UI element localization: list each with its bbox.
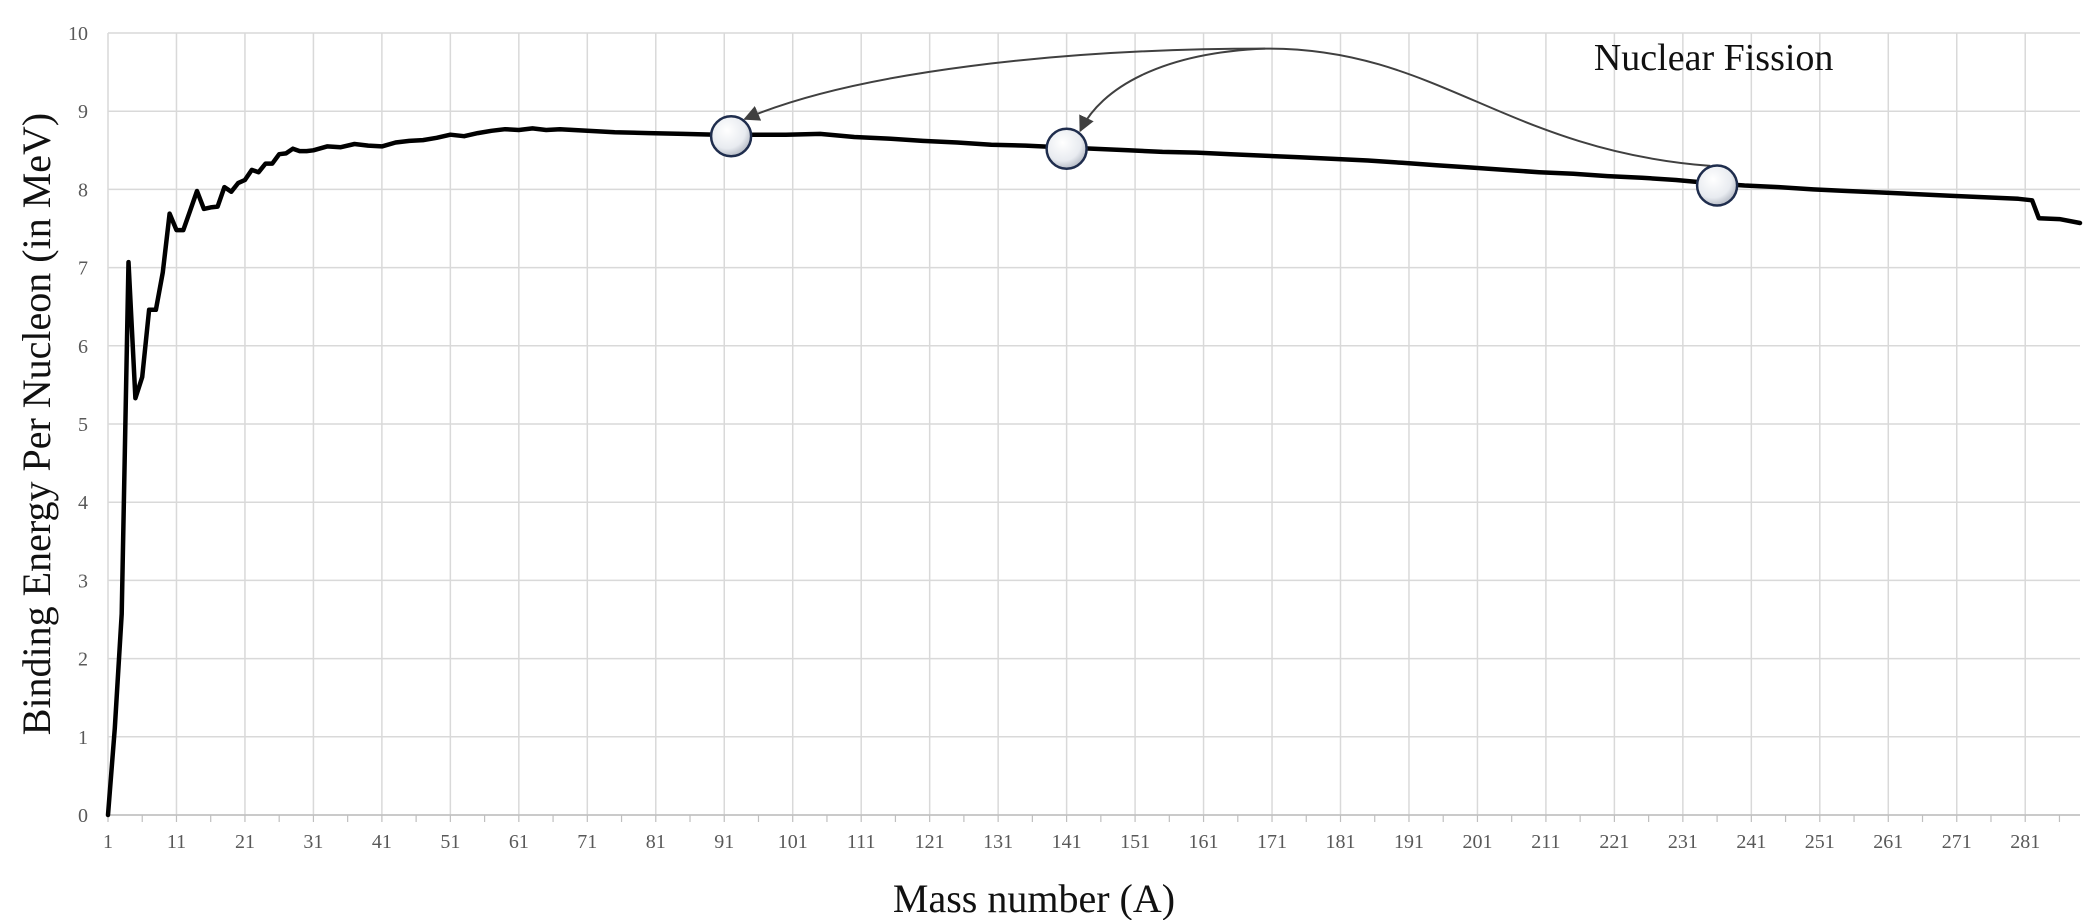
x-tick-label-81: 81	[646, 831, 666, 853]
y-tick-label-2: 2	[78, 649, 88, 671]
x-tick-label-121: 121	[915, 831, 945, 853]
x-tick-label-271: 271	[1942, 831, 1972, 853]
y-tick-label-7: 7	[78, 258, 88, 280]
y-tick-label-8: 8	[78, 179, 88, 201]
series-line	[105, 126, 2083, 818]
x-tick-label-151: 151	[1120, 831, 1150, 853]
nucleus-marker-1	[1045, 127, 1088, 170]
x-tick-label-181: 181	[1326, 831, 1356, 853]
x-tick-label-131: 131	[983, 831, 1013, 853]
y-tick-label-5: 5	[78, 414, 88, 436]
fission-arrow-long	[743, 47, 1711, 167]
y-tick-label-3: 3	[78, 570, 88, 592]
x-tick-label-221: 221	[1599, 831, 1629, 853]
y-tick-label-10: 10	[68, 23, 88, 45]
y-tick-label-6: 6	[78, 336, 88, 358]
x-tick-label-31: 31	[303, 831, 323, 853]
x-tick-label-191: 191	[1394, 831, 1424, 853]
arrow-layer	[743, 47, 1711, 167]
y-tick-label-1: 1	[78, 727, 88, 749]
y-axis-title: Binding Energy Per Nucleon (in MeV)	[14, 113, 59, 735]
x-tick-label-231: 231	[1668, 831, 1698, 853]
x-tick-labels: 1 11 21 31 41 51 61 71 81 91 101 111 121 131 141 151 161…	[103, 831, 2040, 853]
y-tick-labels: 0 1 2 3 4 5 6 7 8 9 10	[68, 23, 88, 827]
x-tick-label-281: 281	[2010, 831, 2040, 853]
x-tick-label-71: 71	[577, 831, 597, 853]
x-tick-label-101: 101	[778, 831, 808, 853]
grid	[107, 32, 2080, 816]
x-tick-label-11: 11	[167, 831, 186, 853]
x-tick-label-1: 1	[103, 831, 113, 853]
x-tick-label-161: 161	[1189, 831, 1219, 853]
x-tick-label-251: 251	[1805, 831, 1835, 853]
y-tick-label-9: 9	[78, 101, 88, 123]
y-tick-label-4: 4	[78, 492, 88, 514]
x-tick-label-141: 141	[1052, 831, 1082, 853]
x-tick-label-51: 51	[440, 831, 460, 853]
x-tick-label-261: 261	[1873, 831, 1903, 853]
fission-arrow-short	[1079, 47, 1266, 133]
y-tick-label-0: 0	[78, 805, 88, 827]
series-layer	[105, 126, 2083, 818]
annotation-nuclear-fission: Nuclear Fission	[1594, 37, 1834, 79]
x-tick-label-171: 171	[1257, 831, 1287, 853]
x-tick-label-41: 41	[372, 831, 392, 853]
x-tick-label-111: 111	[847, 831, 876, 853]
x-axis-title: Mass number (A)	[893, 876, 1175, 920]
nucleus-marker-0	[709, 114, 753, 158]
x-tick-label-91: 91	[714, 831, 734, 853]
marker-layer	[709, 114, 1739, 207]
nucleus-marker-2	[1695, 164, 1739, 207]
x-tick-label-201: 201	[1462, 831, 1492, 853]
x-tick-label-211: 211	[1531, 831, 1560, 853]
x-tick-label-61: 61	[509, 831, 529, 853]
x-tick-label-21: 21	[235, 831, 255, 853]
x-tick-label-241: 241	[1736, 831, 1766, 853]
axes	[107, 814, 2080, 822]
